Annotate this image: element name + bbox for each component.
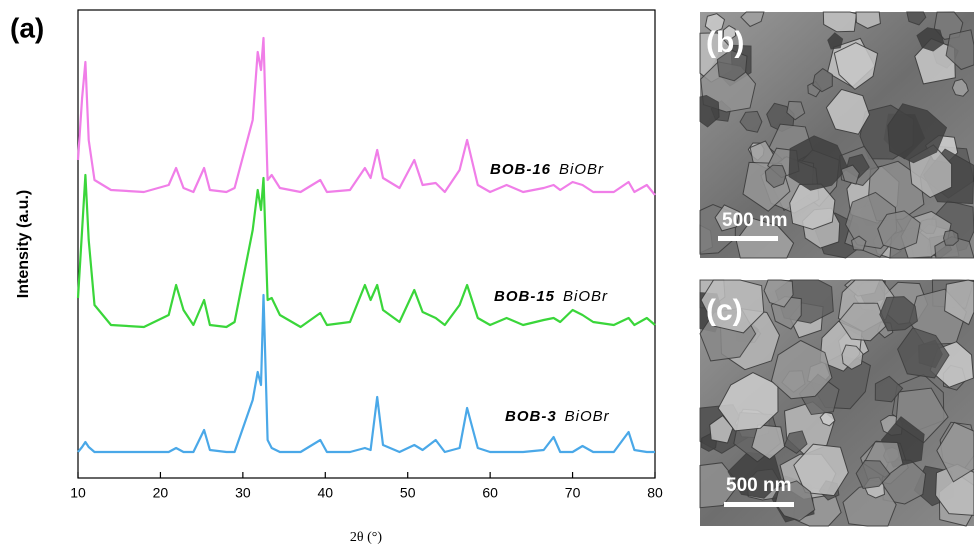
panel-label: (a) — [10, 12, 44, 43]
image-label: (b) — [706, 26, 744, 59]
x-tick-label: 50 — [400, 485, 416, 501]
image-label: (c) — [706, 294, 743, 327]
x-tick-label: 40 — [317, 485, 333, 501]
x-tick-label: 70 — [565, 485, 581, 501]
scale-bar-text: 500 nm — [726, 475, 791, 496]
x-tick-label: 20 — [153, 485, 169, 501]
x-axis-label: 2θ (°) — [350, 530, 382, 545]
scale-bar-text: 500 nm — [722, 210, 787, 231]
x-tick-label: 60 — [482, 485, 498, 501]
crystal — [944, 230, 959, 245]
page: {"chart_data": {"type": "line", "panel_l… — [0, 0, 974, 552]
x-tick-label: 10 — [70, 485, 86, 501]
scale-bar — [718, 236, 778, 241]
figure: (a) 2θ (°) Intensity (a.u.) (b) 500 nm (… — [0, 0, 974, 552]
series-phase: BiOBr — [565, 408, 610, 425]
x-tick-label: 30 — [235, 485, 251, 501]
x-tick-label: 80 — [647, 485, 663, 501]
series-name: BOB-16 — [490, 161, 551, 178]
y-axis-label: Intensity (a.u.) — [15, 190, 32, 298]
series-phase: BiOBr — [563, 288, 608, 305]
series-line — [78, 295, 655, 452]
sem-images — [700, 12, 974, 526]
series-name: BOB-15 — [494, 288, 555, 305]
series-name: BOB-3 — [505, 408, 557, 425]
series-phase: BiOBr — [559, 161, 604, 178]
scale-bar — [724, 502, 794, 507]
